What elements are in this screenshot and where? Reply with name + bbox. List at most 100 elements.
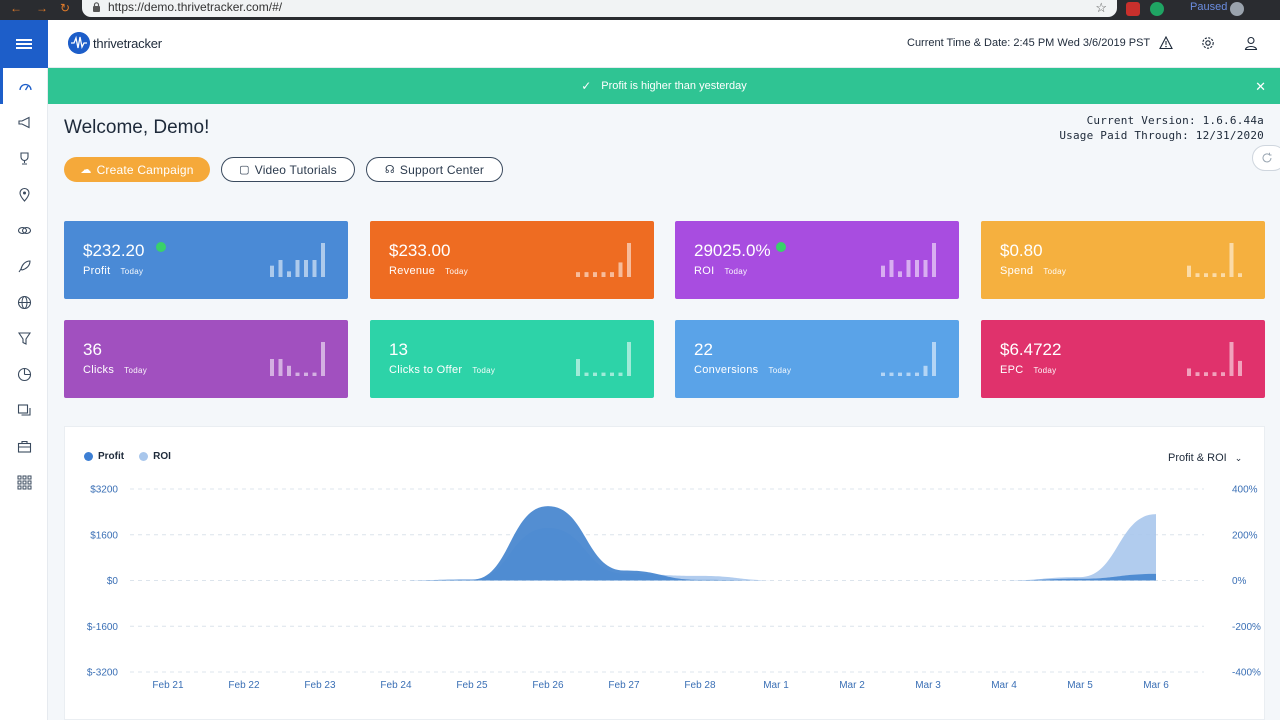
back-icon[interactable]: ← [10, 1, 22, 15]
stat-label-text: Clicks [83, 364, 115, 376]
sparkline-bar [1238, 273, 1242, 277]
sparkline [881, 342, 936, 376]
sparkline-bar [601, 272, 606, 277]
refresh-button[interactable] [1252, 145, 1280, 171]
gear-icon[interactable] [1201, 36, 1215, 50]
sparkline-bar [889, 372, 894, 376]
sparkline-bar [584, 272, 589, 277]
sparkline-bar [1238, 360, 1242, 376]
map-pin-icon [18, 187, 30, 202]
sparkline-bar [923, 260, 928, 277]
sidebar-item-dashboard[interactable] [0, 68, 48, 104]
link-icon [17, 226, 31, 234]
address-bar[interactable]: https://demo.thrivetracker.com/#/ ☆ [82, 0, 1117, 17]
sparkline-bar [898, 271, 902, 277]
stat-card-profit[interactable]: $232.20 Profit Today [64, 221, 348, 299]
stat-card-clicks-to-offer[interactable]: 13 Clicks to Offer Today [370, 320, 654, 398]
user-icon[interactable] [1244, 36, 1258, 50]
reload-icon[interactable]: ↻ [60, 1, 71, 15]
stat-card-revenue[interactable]: $233.00 Revenue Today [370, 221, 654, 299]
stat-label: Profit Today [83, 265, 143, 277]
y-left-tick: $3200 [90, 485, 118, 496]
stat-card-clicks[interactable]: 36 Clicks Today [64, 320, 348, 398]
sparkline-bar [906, 372, 911, 376]
sidebar-item-locations[interactable] [0, 176, 48, 212]
support-center-button[interactable]: ☊ Support Center [366, 157, 503, 182]
grid-apps-icon [17, 475, 31, 489]
sidebar-item-offers[interactable] [0, 428, 48, 464]
stat-value: 13 [389, 340, 408, 359]
sidebar-item-reports[interactable] [0, 356, 48, 392]
sparkline [881, 243, 936, 277]
close-icon[interactable]: ✕ [1255, 79, 1266, 94]
sidebar-item-funnel[interactable] [0, 320, 48, 356]
chart-panel [64, 426, 1265, 720]
y-right-tick: -200% [1232, 622, 1261, 633]
stat-label: Clicks Today [83, 364, 147, 376]
page-title: Welcome, Demo! [64, 117, 210, 138]
stat-card-epc[interactable]: $6.4722 EPC Today [981, 320, 1265, 398]
sparkline-bar [610, 372, 614, 376]
x-tick: Mar 3 [915, 680, 941, 690]
sidebar-item-launch[interactable] [0, 248, 48, 284]
sparkline [576, 243, 631, 277]
usage-paid-text: Usage Paid Through: 12/31/2020 [1059, 129, 1264, 142]
stat-label: Clicks to Offer Today [389, 364, 495, 376]
trend-up-icon [776, 242, 787, 252]
sidebar-item-links[interactable] [0, 212, 48, 248]
sparkline-bar [312, 372, 317, 376]
stat-card-conversions[interactable]: 22 Conversions Today [675, 320, 959, 398]
create-campaign-button[interactable]: ☁ Create Campaign [64, 157, 210, 182]
stat-card-roi[interactable]: 29025.0% ROI Today [675, 221, 959, 299]
stat-period: Today [768, 366, 792, 375]
extension-icon[interactable] [1126, 2, 1140, 16]
x-tick: Mar 4 [991, 680, 1017, 690]
version-info: Current Version: 1.6.6.44a Usage Paid Th… [1059, 113, 1264, 143]
logo[interactable]: thrivetracker [68, 32, 162, 54]
sidebar-item-campaigns[interactable] [0, 104, 48, 140]
stat-label-text: Profit [83, 265, 111, 277]
logo-mark-icon [68, 32, 90, 54]
stat-period: Today [1043, 267, 1067, 276]
stat-card-spend[interactable]: $0.80 Spend Today [981, 221, 1265, 299]
sparkline-bar [618, 372, 623, 376]
bookmark-star-icon[interactable]: ☆ [1095, 0, 1107, 15]
legend-swatch [139, 452, 149, 461]
sparkline-bar [932, 243, 936, 277]
refresh-icon [1262, 152, 1272, 163]
alert-banner: ✓ Profit is higher than yesterday ✕ [48, 68, 1280, 104]
headset-icon: ☊ [384, 164, 395, 176]
x-tick: Mar 1 [763, 680, 789, 690]
warning-icon[interactable] [1159, 36, 1173, 50]
video-tutorials-button[interactable]: ▢ Video Tutorials [221, 157, 355, 182]
profile-status[interactable]: Paused [1190, 1, 1228, 13]
legend-item-roi[interactable]: ROI [139, 451, 171, 462]
stat-value: $0.80 [1000, 241, 1043, 260]
y-right-tick: -400% [1232, 668, 1261, 679]
sidebar-item-trophy[interactable] [0, 140, 48, 176]
grammarly-icon[interactable] [1150, 2, 1164, 16]
version-text: Current Version: 1.6.6.44a [1086, 114, 1264, 127]
stat-value: $233.00 [389, 241, 451, 260]
legend-item-profit[interactable]: Profit [84, 451, 124, 462]
chart-metric-dropdown[interactable]: Profit & ROI ⌄ [1168, 452, 1242, 464]
sparkline-bar [593, 372, 597, 376]
sparkline-bar [321, 342, 325, 376]
sparkline-bar [881, 265, 885, 277]
sparkline-bar [1204, 273, 1208, 277]
sidebar-item-apps[interactable] [0, 464, 48, 500]
sparkline-bar [1221, 273, 1225, 277]
sidebar-item-global[interactable] [0, 284, 48, 320]
profile-avatar[interactable] [1230, 2, 1244, 16]
hamburger-menu-button[interactable] [0, 20, 48, 68]
forward-icon[interactable]: → [36, 1, 48, 15]
sidebar-item-landers[interactable] [0, 392, 48, 428]
sparkline-bar [881, 372, 885, 376]
sparkline-bar [576, 359, 580, 376]
stat-value: $232.20 [83, 241, 145, 260]
x-tick: Feb 28 [684, 680, 716, 690]
sparkline-bar [1221, 372, 1225, 376]
menu-icon [16, 37, 32, 51]
briefcase-icon [17, 440, 31, 453]
chart-legend: Profit ROI [84, 451, 186, 462]
